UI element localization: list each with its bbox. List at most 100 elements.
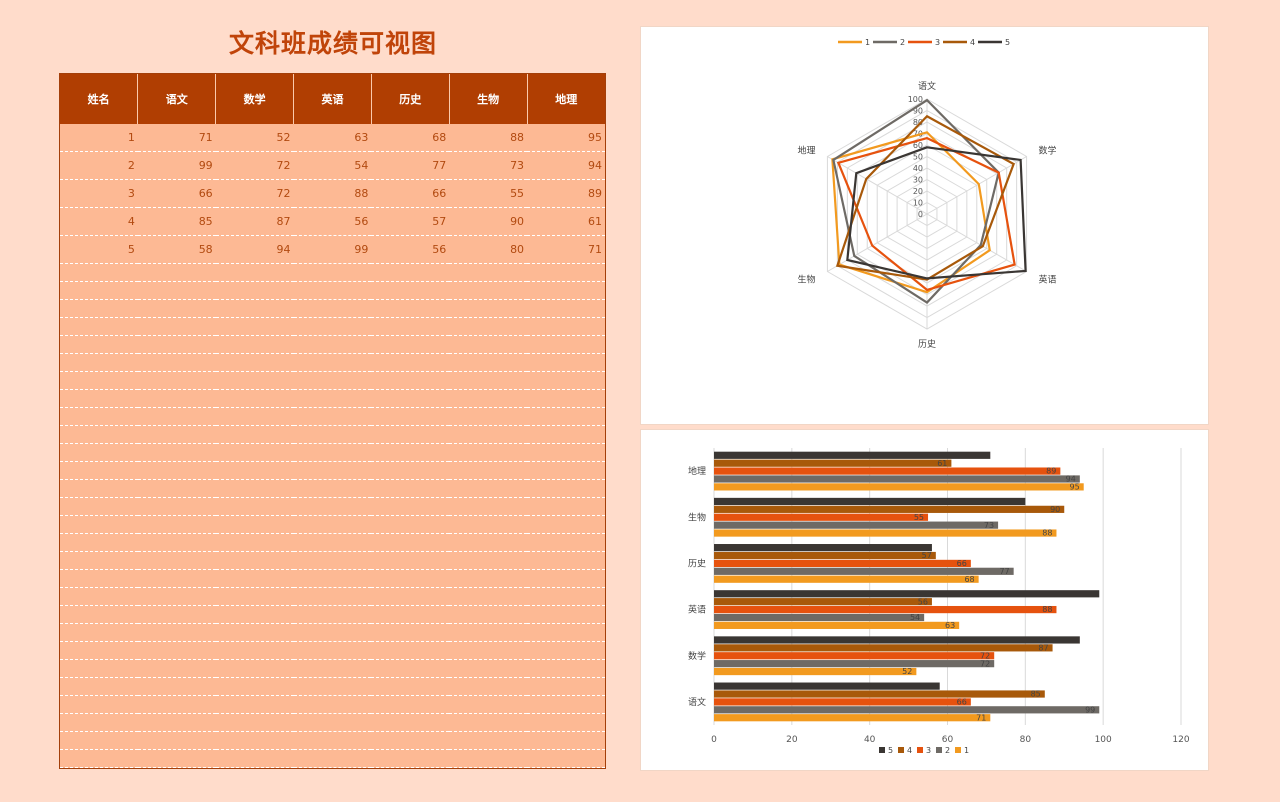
- bar-2-生物: [714, 521, 999, 529]
- bar-data-label: 72: [980, 651, 990, 660]
- table-header-row: 姓名 语文 数学 英语 历史 生物 地理: [60, 74, 605, 124]
- radar-category-label: 历史: [918, 338, 936, 350]
- bar-5-数学: [714, 636, 1080, 644]
- empty-row: [60, 299, 605, 318]
- empty-cell: [60, 497, 138, 516]
- bar-4-地理: [714, 459, 952, 467]
- legend-swatch: [898, 747, 904, 753]
- empty-row: [60, 371, 605, 390]
- column-header: 历史: [371, 74, 450, 124]
- empty-row: [60, 623, 605, 642]
- table-cell: 90: [449, 207, 528, 236]
- empty-cell: [60, 479, 138, 498]
- empty-cell: [527, 299, 605, 318]
- empty-cell: [215, 569, 294, 588]
- empty-cell: [527, 569, 605, 588]
- empty-cell: [527, 713, 605, 732]
- empty-row: [60, 713, 605, 732]
- bar-category-label: 地理: [688, 465, 706, 477]
- bar-data-label: 73: [984, 521, 994, 530]
- legend-label: 4: [907, 746, 912, 755]
- radar-tick-label: 50: [913, 153, 923, 162]
- bar-1-数学: [714, 667, 917, 676]
- bar-3-语文: [714, 698, 971, 706]
- empty-cell: [293, 407, 372, 426]
- empty-cell: [449, 515, 528, 534]
- empty-cell: [215, 515, 294, 534]
- empty-cell: [371, 533, 450, 552]
- radar-series-4: [835, 114, 1016, 281]
- empty-cell: [449, 443, 528, 462]
- empty-cell: [60, 263, 138, 282]
- empty-cell: [449, 641, 528, 660]
- bar-3-地理: [714, 467, 1061, 475]
- empty-cell: [293, 281, 372, 300]
- table-cell: 56: [293, 207, 372, 236]
- table-cell: 71: [527, 235, 605, 264]
- empty-cell: [527, 605, 605, 624]
- table-cell: 72: [215, 151, 294, 180]
- empty-cell: [137, 353, 216, 372]
- empty-cell: [60, 713, 138, 732]
- table-cell: 85: [137, 207, 216, 236]
- empty-cell: [137, 443, 216, 462]
- empty-cell: [371, 749, 450, 768]
- bar-5-地理: [714, 451, 991, 459]
- empty-cell: [137, 371, 216, 390]
- empty-row: [60, 281, 605, 300]
- bar-data-label: 77: [999, 567, 1009, 576]
- table-cell: 52: [215, 124, 294, 152]
- bar-data-label: 87: [1038, 643, 1048, 652]
- table-row: 3 66 72 88 66 55 89: [60, 179, 605, 208]
- empty-cell: [449, 461, 528, 480]
- empty-cell: [60, 659, 138, 678]
- empty-row: [60, 425, 605, 444]
- empty-cell: [449, 371, 528, 390]
- empty-cell: [60, 641, 138, 660]
- empty-cell: [371, 551, 450, 570]
- empty-row: [60, 731, 605, 750]
- empty-cell: [527, 695, 605, 714]
- bar-2-历史: [714, 567, 1014, 575]
- empty-row: [60, 497, 605, 516]
- radar-tick-label: 100: [908, 95, 923, 104]
- empty-cell: [449, 479, 528, 498]
- empty-cell: [449, 713, 528, 732]
- bar-x-tick-label: 20: [786, 735, 798, 745]
- column-header: 英语: [293, 74, 372, 124]
- bar-category-label: 英语: [688, 604, 706, 616]
- column-header: 地理: [527, 74, 605, 124]
- bar-data-label: 88: [1042, 529, 1052, 538]
- empty-row: [60, 695, 605, 714]
- empty-row: [60, 335, 605, 354]
- bar-data-label: 57: [922, 551, 932, 560]
- table-cell: 5: [60, 235, 138, 264]
- empty-cell: [60, 371, 138, 390]
- legend-label: 3: [926, 746, 931, 755]
- empty-cell: [60, 731, 138, 750]
- empty-cell: [527, 317, 605, 336]
- empty-cell: [137, 659, 216, 678]
- empty-row: [60, 515, 605, 534]
- legend-label: 1: [964, 746, 969, 755]
- empty-cell: [60, 551, 138, 570]
- empty-cell: [449, 281, 528, 300]
- bar-data-label: 90: [1050, 505, 1060, 514]
- table-cell: 61: [527, 207, 605, 236]
- empty-cell: [371, 605, 450, 624]
- legend-label: 4: [970, 38, 975, 47]
- table-cell: 58: [137, 235, 216, 264]
- legend-label: 5: [1005, 38, 1010, 47]
- bar-x-tick-label: 120: [1172, 735, 1189, 745]
- empty-row: [60, 533, 605, 552]
- empty-cell: [371, 443, 450, 462]
- empty-cell: [215, 461, 294, 480]
- empty-cell: [293, 497, 372, 516]
- bar-x-tick-label: 100: [1095, 735, 1112, 745]
- empty-cell: [293, 551, 372, 570]
- empty-row: [60, 551, 605, 570]
- empty-cell: [449, 317, 528, 336]
- empty-cell: [371, 569, 450, 588]
- table-cell: 1: [60, 124, 138, 152]
- empty-cell: [215, 641, 294, 660]
